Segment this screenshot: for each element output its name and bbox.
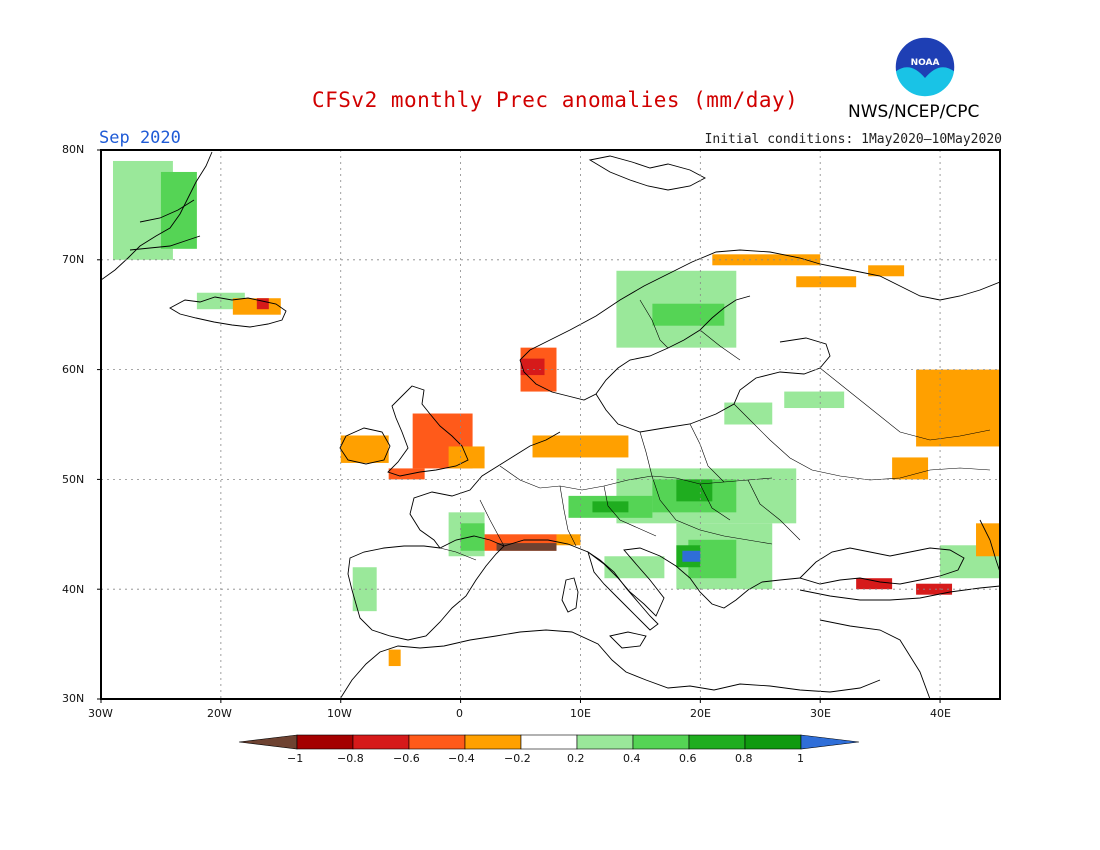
anomaly-cell [496,543,557,551]
coast-greenland [101,151,213,281]
anomaly-cell [556,534,581,546]
anomaly-cell [676,479,713,502]
coast-great-britain [387,385,469,477]
anomaly-cell [976,523,1000,557]
anomaly-cell [724,402,773,425]
anomaly-cell [520,358,545,376]
coast-italy [587,550,659,631]
anomaly-cell [604,556,665,579]
colorbar-swatch [352,734,410,750]
colorbar-tick: −0.2 [504,752,531,765]
anomaly-cell [856,578,893,590]
colorbar-tick: 0.4 [623,752,641,765]
lon-label: 10W [327,707,352,720]
colorbar [238,734,860,750]
anomaly-cell [532,435,629,458]
anomaly-cell [682,550,701,562]
lat-label: 60N [62,363,85,376]
coast-ireland [339,427,391,465]
colorbar-tick: 0.8 [735,752,753,765]
noaa-logo: NOAA [894,36,956,98]
colorbar-swatch [632,734,690,750]
lon-label: 30E [810,707,831,720]
coast-baltic [595,337,831,433]
colorbar-tick: 0.2 [567,752,585,765]
anomaly-cell [796,276,857,288]
lon-label: 0 [456,707,463,720]
anomaly-cell [160,171,197,249]
forecast-month: Sep 2020 [99,128,181,148]
anomaly-cell [652,303,725,326]
coast-sicily [609,631,647,649]
agency-label: NWS/NCEP/CPC [848,102,980,122]
anomaly-cell [388,649,401,667]
coastlines-and-borders [101,151,1000,699]
colorbar-tick: 1 [797,752,804,765]
initial-conditions: Initial conditions: 1May2020–10May2020 [704,132,1002,147]
colorbar-swatch [238,734,298,750]
chart-title: CFSv2 monthly Prec anomalies (mm/day) [312,88,799,112]
colorbar-tick: 0.6 [679,752,697,765]
coast-scandinavia [519,249,1000,361]
coast-north-africa [339,629,881,699]
anomaly-cell [340,435,389,463]
lon-label: 40E [930,707,951,720]
lat-label: 50N [62,473,85,486]
anomaly-cell [352,567,377,612]
lat-label: 40N [62,583,85,596]
anomaly-cell [460,523,485,551]
colorbar-swatch [800,734,860,750]
anomaly-cell [592,501,629,513]
anomaly-cell [388,468,425,480]
anomaly-cell [916,369,1000,447]
colorbar-swatch [576,734,634,750]
lat-label: 80N [62,143,85,156]
colorbar-swatch [744,734,802,750]
anomaly-cell [712,254,821,266]
anomaly-cell [256,298,269,310]
colorbar-tick: −1 [287,752,304,765]
axis-ticks [97,149,941,703]
anomaly-cell [892,457,929,480]
colorbar-tick: −0.8 [337,752,364,765]
anomaly-field [112,160,1000,667]
anomaly-cell [784,391,845,409]
graticule [101,150,1000,699]
colorbar-swatch [408,734,466,750]
lon-label: 20W [207,707,232,720]
coast-sardinia [561,577,579,613]
lon-label: 20E [690,707,711,720]
lat-label: 70N [62,253,85,266]
noaa-logo-text: NOAA [911,58,940,68]
colorbar-tick: −0.4 [448,752,475,765]
anomaly-cell [916,583,953,595]
colorbar-swatch [296,734,354,750]
colorbar-swatch [464,734,522,750]
lat-label: 30N [62,692,85,705]
colorbar-swatch [520,734,578,750]
map-frame [100,149,1001,700]
coast-iceland [169,296,287,328]
colorbar-tick: −0.6 [393,752,420,765]
anomaly-cell [868,265,905,277]
coast-black-sea [799,547,965,585]
lon-label: 30W [88,707,113,720]
colorbar-swatch [688,734,746,750]
coast-svalbard [588,155,706,191]
lon-label: 10E [570,707,591,720]
